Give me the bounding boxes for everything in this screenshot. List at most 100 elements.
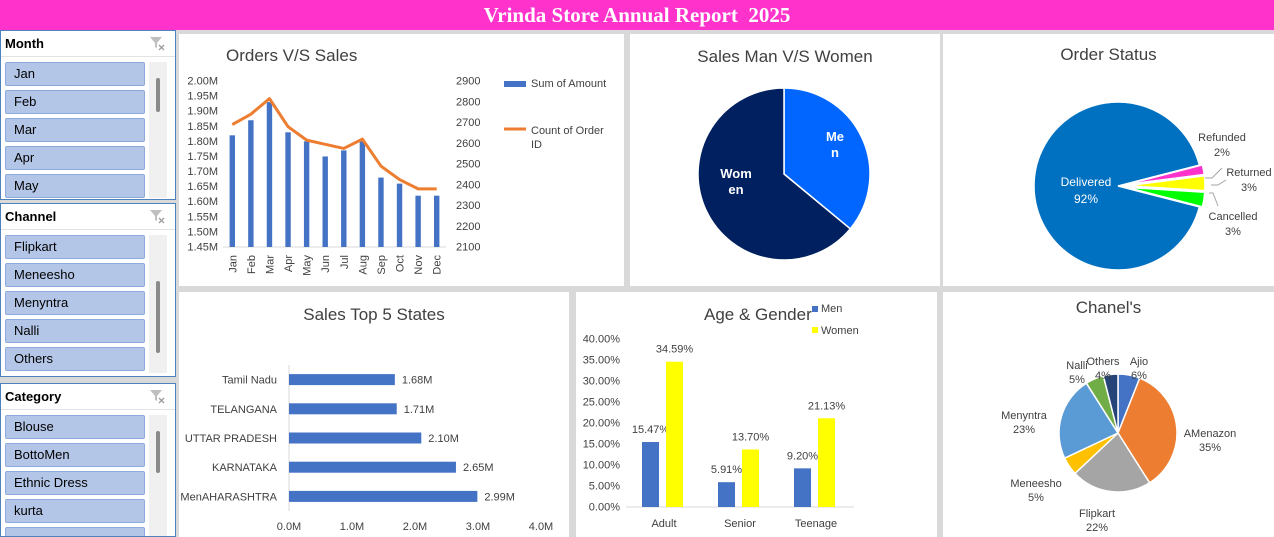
pie-label-cancelled: 3% [1225, 226, 1241, 238]
x-tick: Adult [651, 518, 676, 530]
slicer-item-blouse[interactable]: Blouse [5, 415, 145, 439]
legend-label: Count of Order [531, 125, 604, 137]
y-tick: UTTAR PRADESH [185, 433, 277, 445]
bar-women [666, 361, 683, 507]
x-tick: Jun [320, 255, 332, 273]
orders-sales-panel: Orders V/S Sales 2.00M 1.95M 1.90M 1.85M 1.8… [179, 34, 624, 286]
legend-swatch-bar [504, 81, 526, 87]
slicer-item-nalli[interactable]: Nalli [5, 319, 145, 343]
order-status-panel: Order Status Delivered 92% Refunded 2% Retur… [943, 34, 1274, 286]
slicer-item-partial[interactable] [5, 527, 145, 536]
y-right-tick: 2400 [456, 179, 480, 191]
scroll-thumb[interactable] [156, 78, 160, 112]
line-count-of-order-id [231, 97, 437, 191]
x-tick: Apr [283, 255, 295, 272]
pie-slice-men [783, 87, 871, 230]
bar-sum-of-amount [415, 195, 421, 247]
pie-slice-amenazon [1117, 377, 1178, 484]
y-tick: 15.00% [583, 439, 621, 451]
bar-women [742, 449, 759, 507]
top-states-chart: 0.0M 1.0M 2.0M 3.0M 4.0M Tamil Nadu 1.68M TELAN… [180, 365, 553, 533]
slicer-item-bottomen[interactable]: BottoMen [5, 443, 145, 467]
pie-label-delivered: Delivered [1061, 175, 1112, 189]
scroll-thumb[interactable] [156, 431, 160, 473]
bar-sum-of-amount [322, 156, 328, 247]
slicer-item-menyntra[interactable]: Menyntra [5, 291, 145, 315]
slicer-item-mar[interactable]: Mar [5, 118, 145, 142]
y-left-tick: 1.60M [187, 196, 218, 208]
data-label: 1.68M [402, 375, 433, 387]
pie-label-menyntra: Menyntra [1001, 410, 1048, 422]
legend-label: ID [531, 139, 542, 151]
bar-men [642, 442, 659, 507]
chart-title: Order Status [1060, 45, 1157, 64]
clear-filter-icon[interactable] [149, 35, 165, 51]
x-tick: 0.0M [277, 521, 301, 533]
pie-label-men: n [831, 145, 839, 160]
slicer-header: Month [1, 31, 175, 57]
x-tick: Oct [395, 255, 407, 272]
pie-label-menyntra: 23% [1013, 424, 1035, 436]
gender-sales-chart: Men Women [697, 87, 871, 261]
x-tick: Dec [432, 255, 444, 275]
y-tick: TELANGANA [210, 404, 277, 416]
y-left-tick: 1.45M [187, 242, 218, 254]
clear-filter-icon[interactable] [149, 388, 165, 404]
slicer-item-kurta[interactable]: kurta [5, 499, 145, 523]
legend-swatch-men [812, 306, 818, 312]
leader-line [1211, 179, 1227, 186]
slicer-item-others[interactable]: Others [5, 347, 145, 371]
bar-sum-of-amount [434, 195, 440, 247]
x-tick: 3.0M [466, 521, 490, 533]
slicer-title: Channel [5, 209, 57, 224]
y-tick: 30.00% [583, 376, 621, 388]
slicer-item-apr[interactable]: Apr [5, 146, 145, 170]
x-tick: 1.0M [340, 521, 364, 533]
clear-filter-icon[interactable] [149, 208, 165, 224]
pie-label-amenazon: AMenazon [1184, 428, 1237, 440]
slicer-item-may[interactable]: May [5, 174, 145, 198]
y-tick: 40.00% [583, 334, 621, 346]
category-slicer: Category Blouse BottoMen Ethnic Dress ku… [0, 383, 176, 537]
y-tick: 0.00% [589, 502, 620, 514]
x-tick: Jan [227, 255, 239, 273]
bar-state [289, 432, 422, 444]
pie-slice-menyntra [1058, 382, 1120, 460]
y-left-tick: 1.95M [187, 91, 218, 103]
order-status-chart: Delivered 92% Refunded 2% Returned 3% Cancelle… [1033, 101, 1272, 271]
slicer-scrollbar[interactable] [149, 415, 167, 536]
slicer-title: Month [5, 36, 44, 51]
y-tick: 10.00% [583, 460, 621, 472]
pie-label-nalli: Nalli [1066, 360, 1087, 372]
chart-title: Sales Man V/S Women [697, 47, 873, 66]
data-label: 1.71M [404, 404, 435, 416]
slicer-item-ethnic-dress[interactable]: Ethnic Dress [5, 471, 145, 495]
data-label: 21.13% [808, 400, 846, 412]
chart-title: Age & Gender [704, 305, 812, 324]
slicer-item-feb[interactable]: Feb [5, 90, 145, 114]
scroll-thumb[interactable] [156, 281, 160, 353]
y-left-tick: 1.55M [187, 211, 218, 223]
slicer-scrollbar[interactable] [149, 62, 167, 198]
pie-label-women: en [728, 182, 743, 197]
pie-label-returned: Returned [1226, 167, 1271, 179]
pie-label-others: Others [1086, 356, 1120, 368]
y-right-tick: 2800 [456, 96, 480, 108]
bar-sum-of-amount [229, 135, 235, 247]
slicer-item-flipkart[interactable]: Flipkart [5, 235, 145, 259]
x-tick: Feb [246, 255, 258, 274]
channels-chart: Ajio 6% AMenazon 35% Flipkart 22% Meneesho 5% Me… [1001, 356, 1237, 534]
pie-label-nalli: 5% [1069, 374, 1085, 386]
y-left-tick: 1.70M [187, 166, 218, 178]
slicer-scrollbar[interactable] [149, 235, 167, 373]
slicer-item-meneesho[interactable]: Meneesho [5, 263, 145, 287]
slicer-header: Channel [1, 204, 175, 230]
legend-label: Sum of Amount [531, 78, 606, 90]
bar-state [289, 403, 397, 415]
pie-slice-cancelled [1126, 186, 1206, 208]
slicer-item-jan[interactable]: Jan [5, 62, 145, 86]
pie-label-refunded: 2% [1214, 147, 1230, 159]
bar-men [794, 468, 811, 507]
data-label: 9.20% [787, 450, 818, 462]
